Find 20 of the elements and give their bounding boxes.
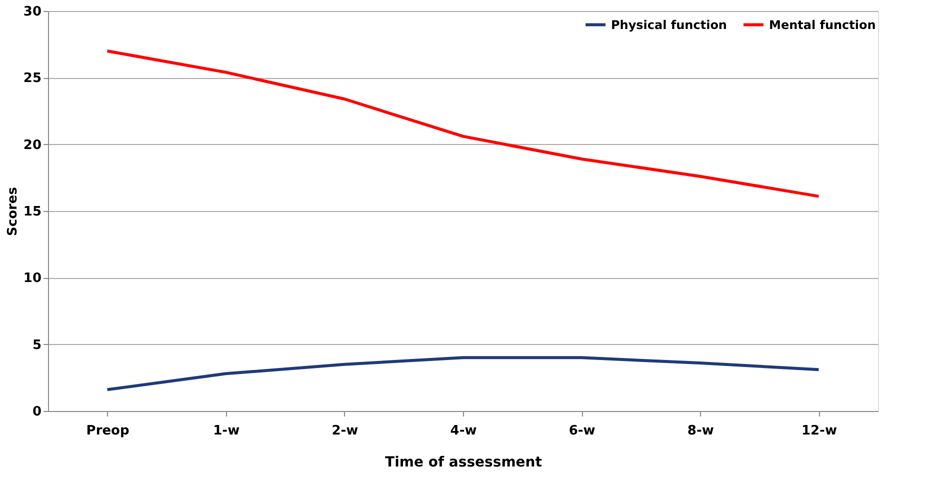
line-series xyxy=(106,50,820,198)
legend-label: Physical function xyxy=(611,18,727,32)
x-tick-label: Preop xyxy=(86,424,130,438)
y-tick-label: 25 xyxy=(23,71,42,86)
y-tick-label: 20 xyxy=(23,138,42,153)
x-tick-label: 6-w xyxy=(568,424,596,438)
x-axis-title: Time of assessment xyxy=(385,454,542,470)
x-tick-label: 12-w xyxy=(801,424,837,438)
x-tick-label: 8-w xyxy=(687,424,714,438)
y-tick-label: 15 xyxy=(23,204,42,220)
y-tick-label: 0 xyxy=(32,404,42,420)
y-tick-label: 5 xyxy=(32,338,42,353)
x-tick-label: 4-w xyxy=(450,424,477,438)
y-tick-label: 10 xyxy=(23,271,42,286)
line-series xyxy=(106,356,820,392)
y-tick-label: 30 xyxy=(23,4,42,20)
y-axis-title: Scores xyxy=(5,186,20,236)
x-tick-label: 1-w xyxy=(213,424,240,438)
legend-label: Mental function xyxy=(769,18,876,32)
x-tick-label: 2-w xyxy=(332,424,358,438)
